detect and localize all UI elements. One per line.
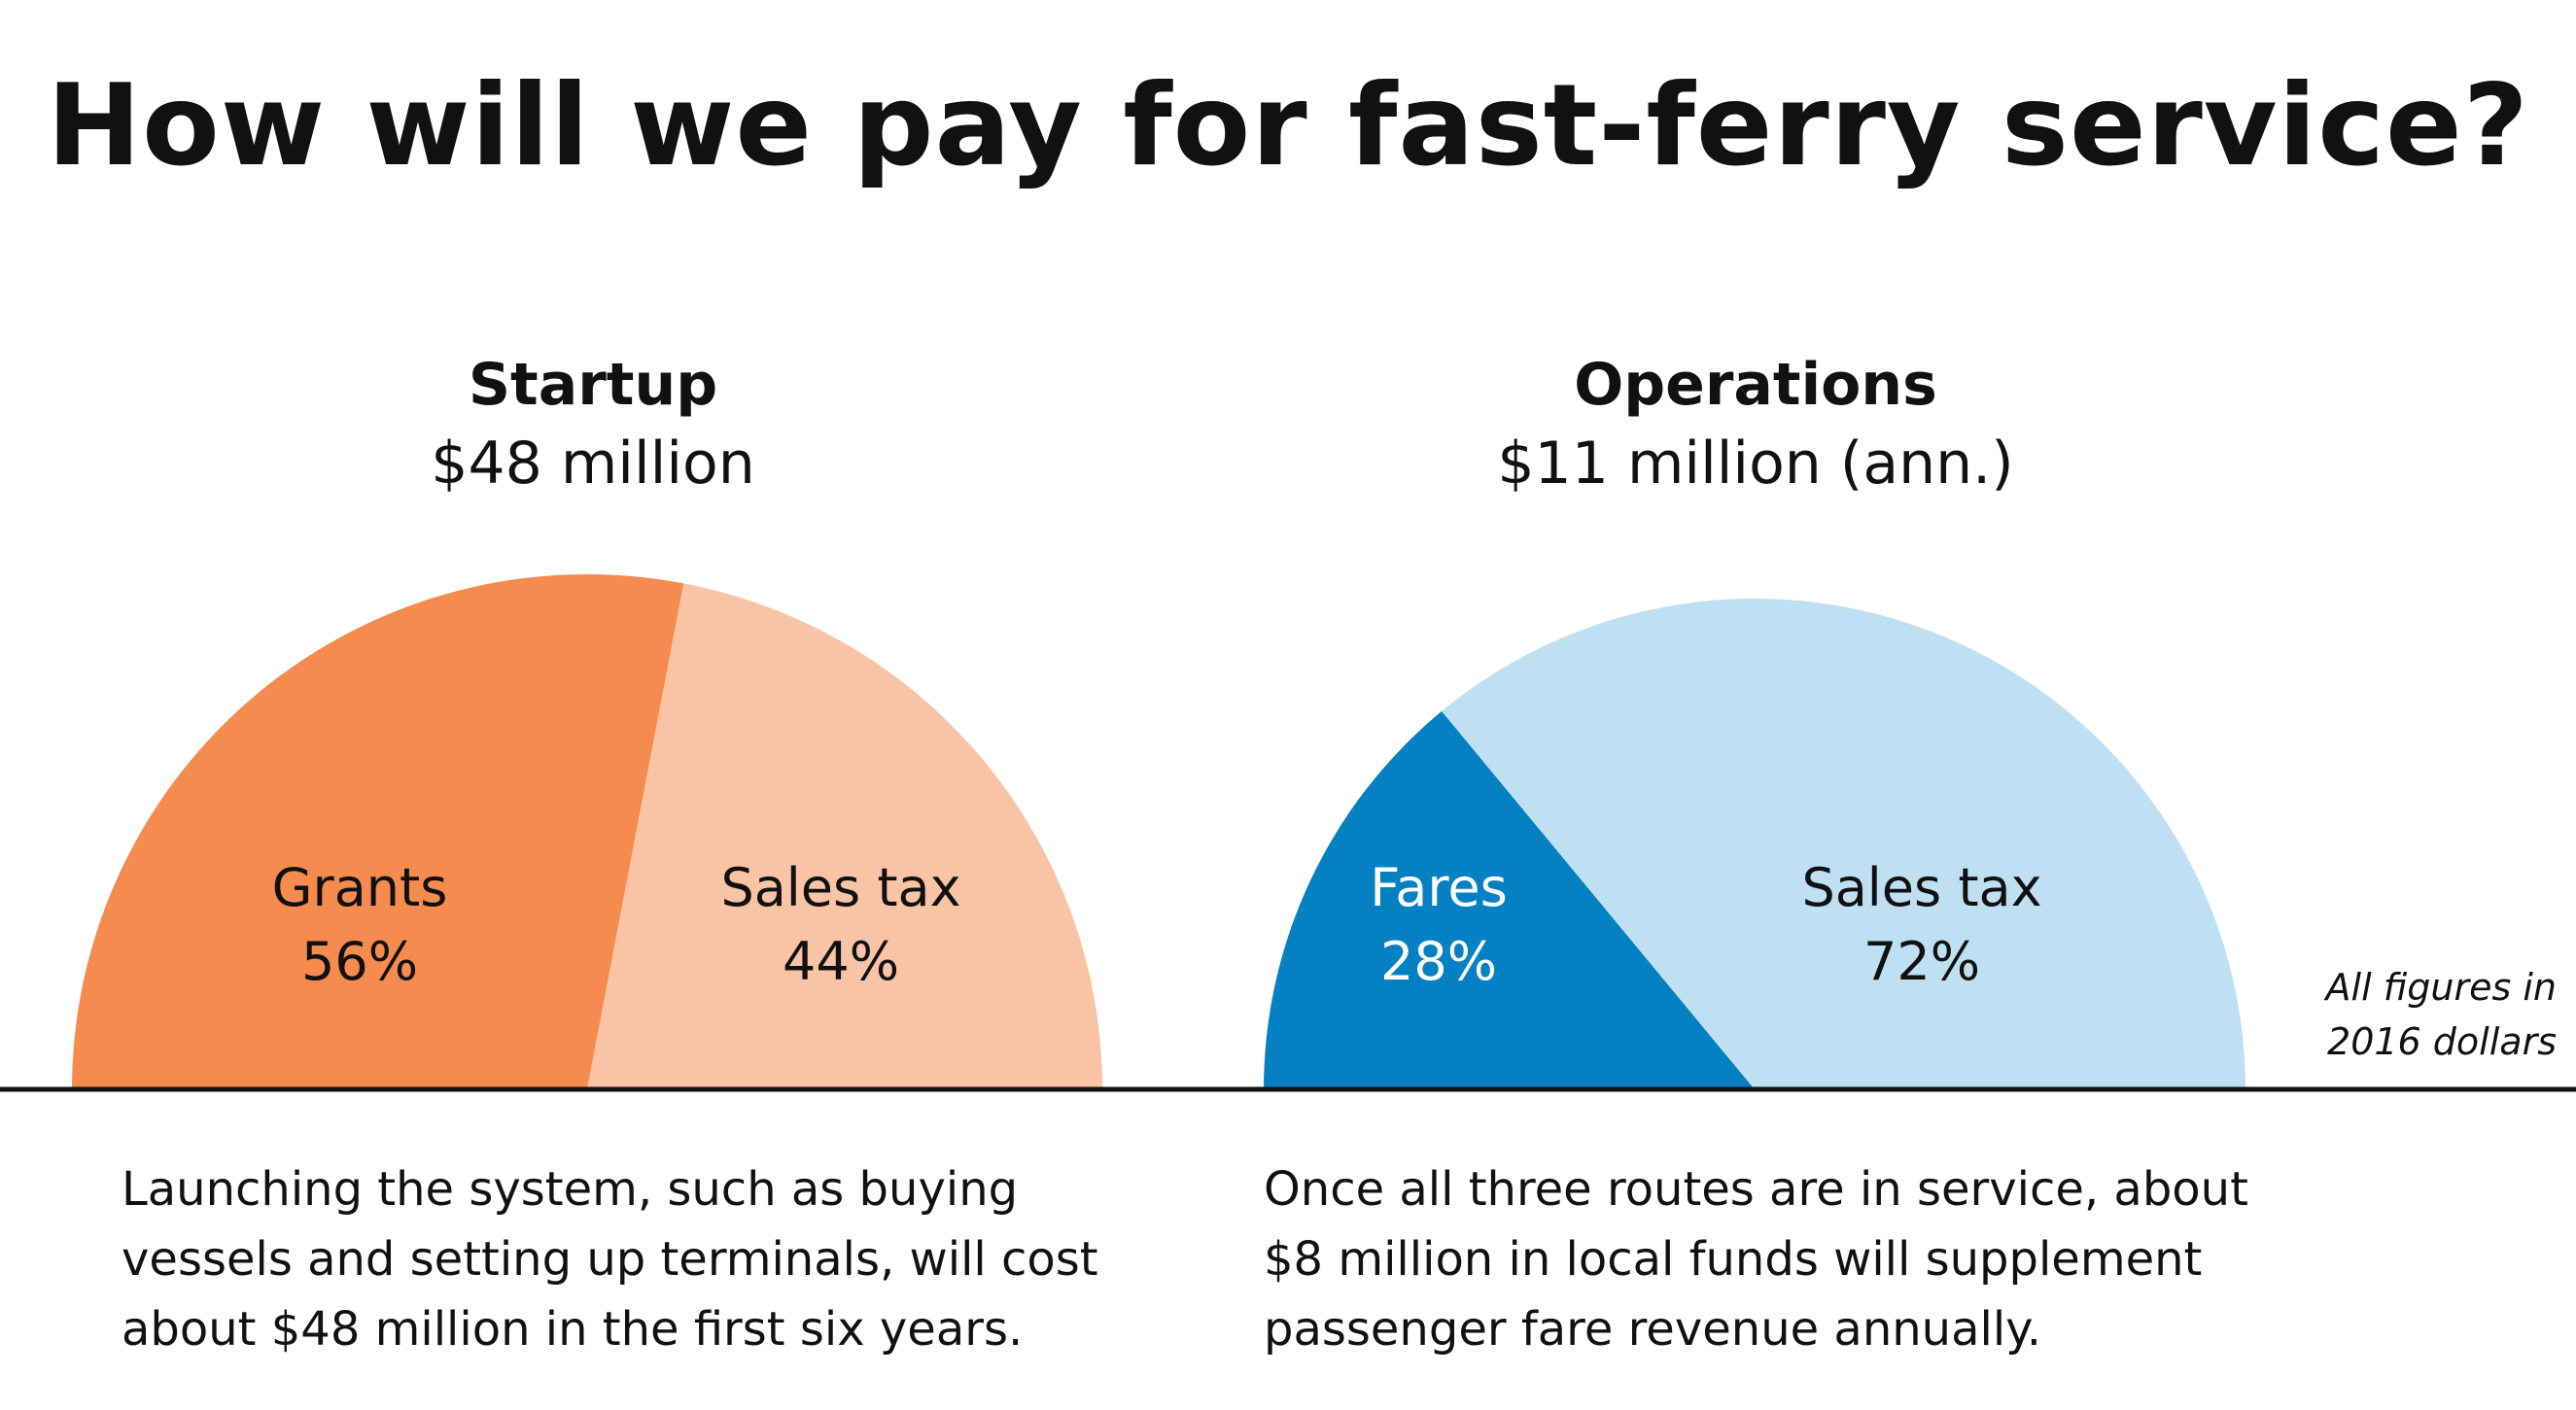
startup-description-line: Launching the system, such as buying bbox=[122, 1162, 1019, 1217]
operations-chart-subtitle: $11 million (ann.) bbox=[1497, 430, 2014, 498]
operations-chart-header: Operations $11 million (ann.) bbox=[1318, 350, 2193, 500]
startup-description-line: vessels and setting up terminals, will c… bbox=[122, 1232, 1098, 1287]
startup-description: Launching the system, such as buying ves… bbox=[122, 1154, 1191, 1364]
startup-slice-label: Grants bbox=[272, 857, 448, 918]
operations-chart-title: Operations bbox=[1574, 351, 1937, 419]
startup-half-pie: Grants 56% Sales tax 44% bbox=[72, 573, 1102, 1089]
operations-slice-value-label: 72% bbox=[1863, 931, 1980, 992]
operations-half-pie: Fares 28% Sales tax 72% bbox=[1264, 598, 2245, 1089]
page-title: How will we pay for fast-ferry service? bbox=[47, 60, 2529, 191]
operations-slice-sales-tax bbox=[1442, 598, 2245, 1089]
figures-note-line: 2016 dollars bbox=[2327, 1020, 2557, 1063]
startup-slice-sales-tax bbox=[587, 583, 1102, 1089]
startup-slice-value-label: 44% bbox=[783, 931, 899, 992]
operations-slice-label: Sales tax bbox=[1801, 857, 2041, 918]
startup-chart-subtitle: $48 million bbox=[431, 430, 755, 498]
figures-note: All figures in 2016 dollars bbox=[2265, 960, 2557, 1069]
operations-slice-fares bbox=[1264, 710, 1755, 1089]
operations-slice-value-label: 28% bbox=[1380, 931, 1497, 992]
startup-chart-header: Startup $48 million bbox=[156, 350, 1030, 500]
startup-slice-grants bbox=[72, 573, 684, 1089]
startup-description-line: about $48 million in the first six years… bbox=[122, 1302, 1024, 1357]
startup-slice-value-label: 56% bbox=[301, 931, 418, 992]
startup-chart-title: Startup bbox=[468, 351, 718, 419]
operations-slice-label: Fares bbox=[1370, 857, 1508, 918]
figures-note-line: All figures in bbox=[2325, 966, 2557, 1009]
operations-description-line: $8 million in local funds will supplemen… bbox=[1264, 1232, 2203, 1287]
operations-description: Once all three routes are in service, ab… bbox=[1264, 1154, 2333, 1364]
operations-description-line: Once all three routes are in service, ab… bbox=[1264, 1162, 2248, 1217]
operations-description-line: passenger fare revenue annually. bbox=[1264, 1302, 2041, 1357]
startup-slice-label: Sales tax bbox=[720, 857, 960, 918]
